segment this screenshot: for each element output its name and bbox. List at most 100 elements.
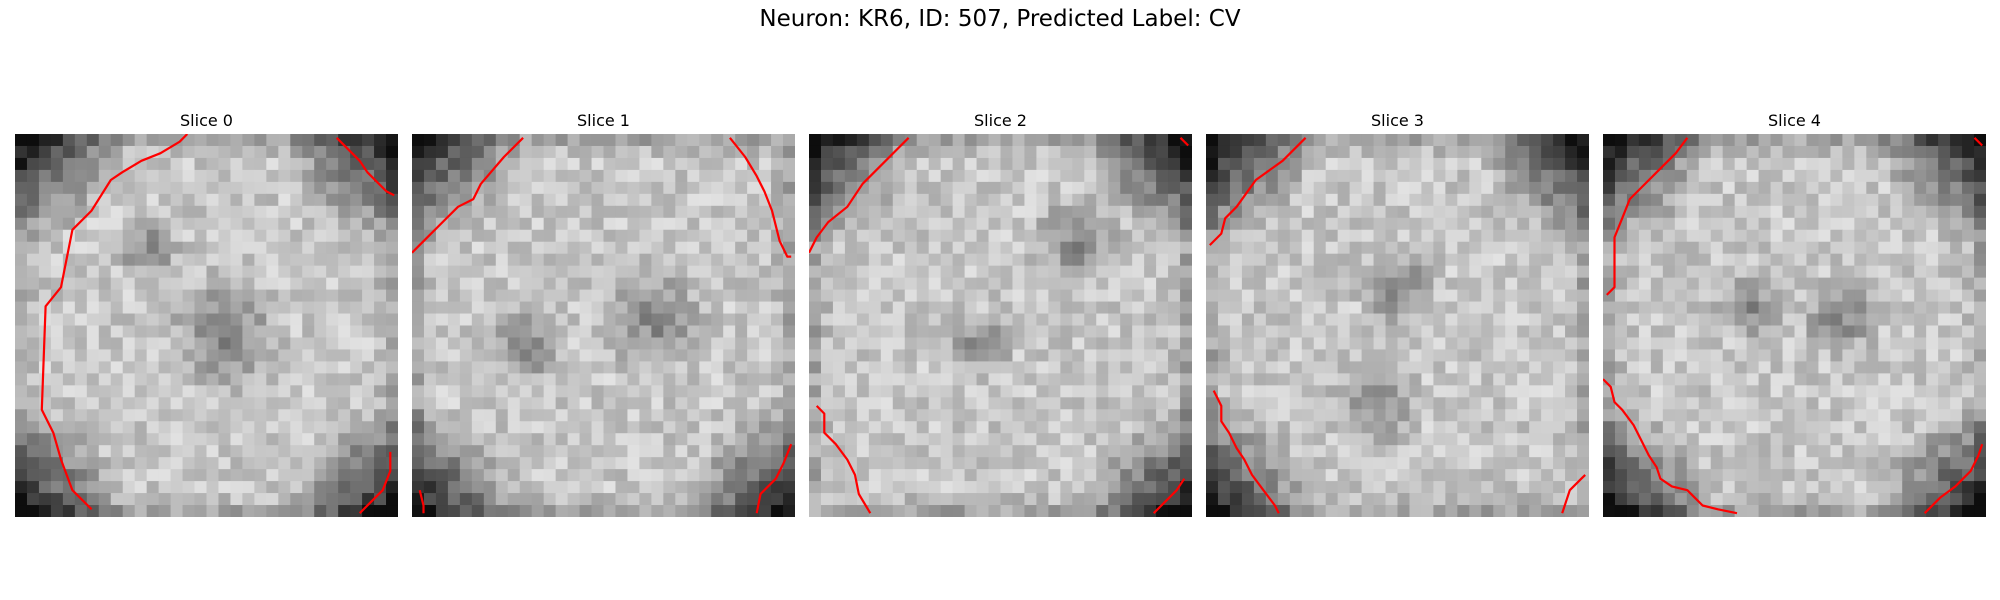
- image-pixel: [314, 301, 327, 315]
- image-pixel: [134, 469, 148, 482]
- image-pixel: [1806, 373, 1819, 386]
- image-pixel: [1686, 301, 1700, 315]
- image-pixel: [1806, 361, 1819, 374]
- image-pixel: [1168, 193, 1181, 207]
- image-pixel: [1096, 181, 1109, 195]
- image-pixel: [194, 265, 207, 279]
- image-pixel: [350, 397, 363, 410]
- image-pixel: [134, 145, 148, 159]
- image-pixel: [1974, 241, 1986, 255]
- image-pixel: [412, 505, 425, 517]
- image-pixel: [182, 325, 196, 338]
- image-pixel: [1241, 409, 1255, 422]
- image-pixel: [868, 253, 882, 267]
- image-pixel: [158, 445, 172, 458]
- image-pixel: [350, 385, 363, 398]
- image-pixel: [1277, 349, 1291, 362]
- image-pixel: [1217, 493, 1231, 506]
- image-pixel: [1698, 397, 1712, 410]
- image-pixel: [98, 409, 112, 422]
- image-pixel: [1445, 325, 1458, 338]
- image-pixel: [1481, 193, 1494, 207]
- image-pixel: [964, 373, 978, 386]
- image-pixel: [74, 373, 88, 386]
- image-pixel: [916, 313, 930, 326]
- image-pixel: [1361, 385, 1375, 398]
- image-pixel: [1686, 409, 1700, 422]
- image-pixel: [158, 301, 172, 315]
- image-pixel: [809, 193, 822, 207]
- image-pixel: [1048, 385, 1061, 398]
- image-pixel: [1024, 445, 1037, 458]
- image-pixel: [711, 169, 724, 183]
- image-pixel: [134, 433, 148, 446]
- image-pixel: [386, 157, 398, 171]
- image-pixel: [362, 337, 375, 350]
- image-pixel: [579, 433, 593, 446]
- image-pixel: [699, 361, 712, 374]
- image-pixel: [326, 145, 339, 159]
- image-pixel: [699, 193, 712, 207]
- image-pixel: [1806, 421, 1819, 434]
- image-pixel: [1529, 145, 1542, 159]
- image-pixel: [1565, 181, 1578, 195]
- image-pixel: [206, 145, 219, 159]
- image-pixel: [892, 241, 906, 255]
- image-pixel: [856, 265, 870, 279]
- image-pixel: [747, 241, 760, 255]
- image-pixel: [1096, 481, 1109, 494]
- image-pixel: [844, 397, 858, 410]
- image-pixel: [182, 397, 196, 410]
- image-pixel: [242, 469, 255, 482]
- image-pixel: [976, 289, 990, 303]
- image-pixel: [543, 145, 557, 159]
- image-pixel: [1096, 457, 1109, 470]
- image-pixel: [1794, 265, 1807, 279]
- image-pixel: [1206, 361, 1219, 374]
- image-pixel: [723, 241, 736, 255]
- image-pixel: [1866, 409, 1879, 422]
- image-pixel: [1674, 241, 1688, 255]
- image-pixel: [507, 313, 521, 326]
- image-pixel: [1962, 229, 1975, 243]
- image-pixel: [98, 385, 112, 398]
- image-pixel: [747, 337, 760, 350]
- image-pixel: [1132, 205, 1145, 219]
- image-pixel: [435, 421, 449, 434]
- image-pixel: [880, 193, 894, 207]
- image-pixel: [302, 325, 315, 338]
- image-pixel: [1854, 253, 1867, 267]
- image-pixel: [639, 277, 652, 291]
- image-pixel: [146, 349, 160, 362]
- image-pixel: [783, 469, 795, 482]
- image-pixel: [916, 433, 930, 446]
- image-pixel: [1313, 253, 1327, 267]
- image-pixel: [1012, 469, 1025, 482]
- image-pixel: [206, 385, 219, 398]
- image-pixel: [1313, 181, 1327, 195]
- image-pixel: [952, 181, 966, 195]
- image-pixel: [1626, 361, 1640, 374]
- image-pixel: [338, 205, 351, 219]
- image-pixel: [495, 337, 509, 350]
- image-pixel: [1806, 325, 1819, 338]
- image-pixel: [591, 145, 604, 159]
- image-pixel: [1433, 277, 1446, 291]
- image-pixel: [735, 217, 748, 231]
- image-pixel: [1866, 277, 1879, 291]
- image-pixel: [928, 445, 942, 458]
- image-pixel: [1265, 289, 1279, 303]
- image-pixel: [218, 421, 231, 434]
- image-pixel: [483, 385, 497, 398]
- image-pixel: [892, 361, 906, 374]
- image-pixel: [1024, 145, 1037, 159]
- image-pixel: [278, 134, 291, 147]
- image-pixel: [471, 433, 485, 446]
- image-pixel: [134, 301, 148, 315]
- image-pixel: [1108, 505, 1121, 517]
- image-pixel: [26, 445, 40, 458]
- image-pixel: [1144, 373, 1157, 386]
- image-pixel: [1914, 397, 1927, 410]
- image-pixel: [591, 505, 604, 517]
- image-pixel: [122, 325, 136, 338]
